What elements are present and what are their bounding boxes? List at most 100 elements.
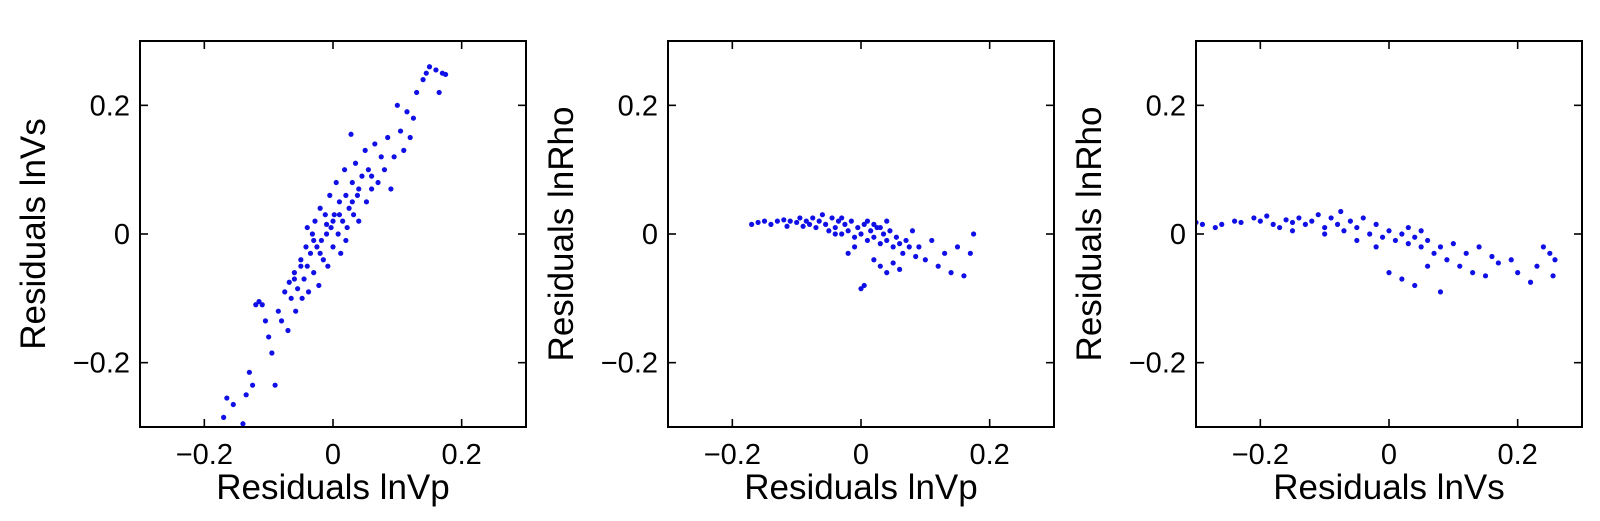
scatter-point [320,257,326,263]
scatter-point [922,257,928,263]
scatter-point [1540,244,1546,250]
scatter-point [823,221,829,227]
scatter-point [887,228,893,234]
scatter-point [385,134,391,141]
scatter-point [363,199,370,205]
scatter-point [286,279,292,285]
scatter-point [826,228,832,234]
scatter-points [221,64,449,427]
scatter-point [858,286,864,292]
scatter-point [916,244,922,250]
scatter-point [954,244,961,250]
scatter-point [1470,270,1476,276]
scatter-point [322,212,328,218]
scatter-point [311,270,317,276]
scatter-point [832,224,838,231]
scatter-point [871,221,877,227]
scatter-point [318,237,325,244]
scatter-point [388,186,394,192]
scatter-point [394,102,400,108]
scatter-point [278,318,285,324]
scatter-point [1399,231,1405,237]
scatter-point [272,382,278,388]
scatter-point [262,318,269,324]
scatter-point [407,134,413,141]
scatter-point [1347,218,1353,224]
scatter-point [301,276,307,282]
scatter-point [224,395,230,401]
scatter-point [884,237,890,244]
scatter-point [312,218,318,224]
scatter-points [749,212,977,292]
x-tick-label: 0 [325,439,341,471]
scatter-point [1457,263,1463,269]
scatter-point [369,186,375,192]
scatter-point [323,221,330,227]
scatter-point [839,215,845,221]
scatter-point [909,228,916,234]
scatter-point [436,89,442,96]
scatter-point [420,77,426,83]
scatter-point [433,67,439,73]
scatter-point [1257,218,1263,224]
scatter-point [340,218,346,224]
scatter-point [381,167,388,173]
scatter-point [1444,257,1450,263]
scatter-point [1386,228,1392,234]
y-tick-label: −0.2 [601,348,658,380]
scatter-point [311,237,317,244]
scatter-point [343,237,349,244]
scatter-point [275,308,281,314]
scatter-point [839,231,845,237]
scatter-point [961,273,967,279]
scatter-point [378,154,384,160]
scatter-point [314,244,320,250]
scatter-point [1489,253,1495,260]
scatter-point [1251,215,1257,221]
scatter-point [787,218,793,224]
scatter-point [304,263,310,269]
scatter-point [293,308,299,314]
scatter-point [369,173,375,179]
scatter-point [269,350,275,356]
scatter-point [948,270,954,276]
scatter-point [1360,215,1366,221]
scatter-point [1270,221,1276,227]
scatter-point [414,89,420,96]
scatter-point [246,369,252,375]
scatter-point [858,231,864,237]
scatter-point [1547,250,1553,256]
x-tick-label: −0.2 [1232,439,1289,471]
scatter-point [1425,237,1431,244]
scatter-point [835,218,842,224]
scatter-point [1476,244,1482,250]
y-tick-label: 0.2 [1146,90,1186,122]
scatter-point [893,234,899,240]
x-tick-label: −0.2 [176,439,233,471]
scatter-point [1232,218,1238,224]
scatter-point [1412,282,1418,289]
scatter-point [1431,250,1437,256]
scatter-point [372,141,378,147]
scatter-point [1328,215,1334,221]
axes-frame [1195,40,1583,428]
x-tick-label: 0.2 [1498,439,1538,471]
scatter-point [906,244,912,250]
scatter-points [1196,208,1558,295]
scatter-point [285,327,291,334]
scatter-point [304,224,310,231]
scatter-point [291,276,297,282]
scatter-point [1482,273,1489,279]
scatter-point [365,167,371,173]
scatter-point [1199,221,1206,227]
scatter-point [897,266,903,272]
scatter-point [813,224,819,231]
x-axis-label: Residuals lnVs [1273,468,1505,507]
scatter-point [890,244,896,250]
scatter-point [900,250,906,256]
scatter-point [868,228,874,234]
scatter-point [259,302,265,308]
x-tick-label: 0 [1381,439,1397,471]
scatter-point [331,212,337,218]
